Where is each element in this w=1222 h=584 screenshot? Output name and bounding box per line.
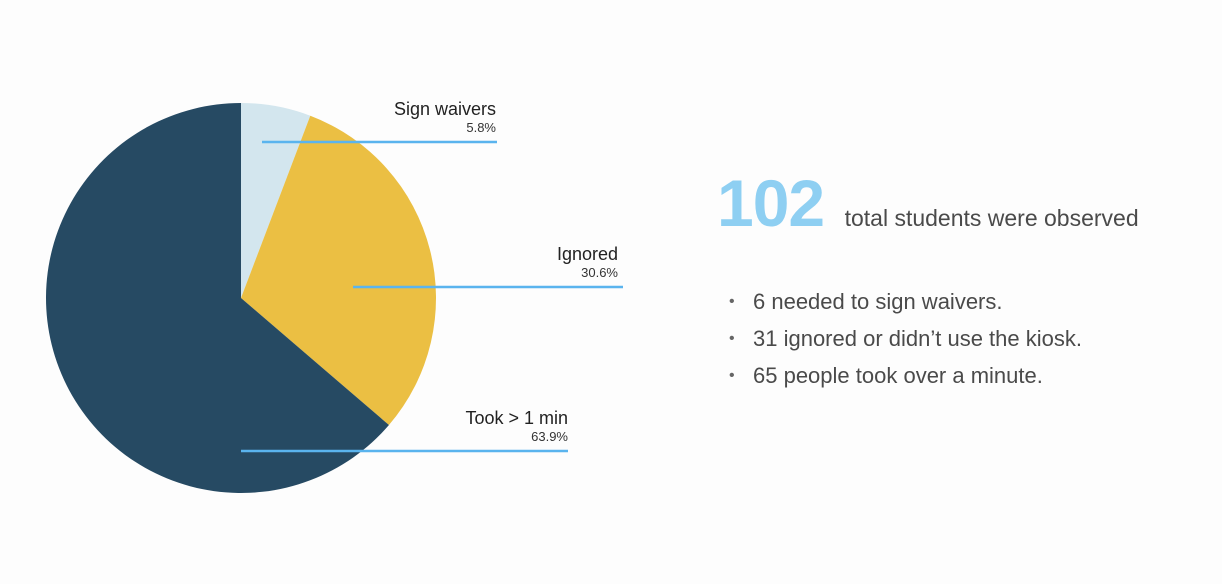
summary-bullet-list: • 6 needed to sign waivers. • 31 ignored…: [729, 283, 1207, 394]
slice-label-percent: 5.8%: [466, 120, 496, 135]
pie-chart: [46, 103, 623, 493]
slice-label-took-over-1-min: Took > 1 min 63.9%: [408, 407, 568, 445]
bullet-dot-icon: •: [729, 293, 735, 310]
slice-label-name: Sign waivers: [393, 99, 496, 119]
list-item: • 65 people took over a minute.: [729, 357, 1207, 394]
pie-chart-area: Sign waivers 5.8% Ignored 30.6% Took > 1…: [46, 98, 623, 493]
slice-took-over-1-min: [46, 103, 389, 493]
slice-label-percent: 63.9%: [531, 429, 568, 444]
summary-panel: 102 total students were observed • 6 nee…: [717, 165, 1207, 394]
total-count: 102: [717, 166, 825, 240]
list-item: • 31 ignored or didn’t use the kiosk.: [729, 320, 1207, 357]
slice-label-name: Took > 1 min: [465, 408, 568, 428]
bullet-text: 31 ignored or didn’t use the kiosk.: [753, 326, 1082, 351]
total-row: 102 total students were observed: [717, 165, 1207, 241]
bullet-text: 6 needed to sign waivers.: [753, 289, 1003, 314]
slice-ignored: [241, 115, 437, 426]
slice-label-sign-waivers: Sign waivers 5.8%: [336, 98, 496, 136]
list-item: • 6 needed to sign waivers.: [729, 283, 1207, 320]
bullet-dot-icon: •: [729, 367, 735, 384]
bullet-text: 65 people took over a minute.: [753, 363, 1043, 388]
slice-label-name: Ignored: [556, 244, 618, 264]
slice-label-percent: 30.6%: [581, 265, 618, 280]
slice-label-ignored: Ignored 30.6%: [458, 243, 618, 281]
total-caption: total students were observed: [844, 205, 1139, 231]
bullet-dot-icon: •: [729, 330, 735, 347]
slice-sign-waivers: [241, 103, 311, 298]
